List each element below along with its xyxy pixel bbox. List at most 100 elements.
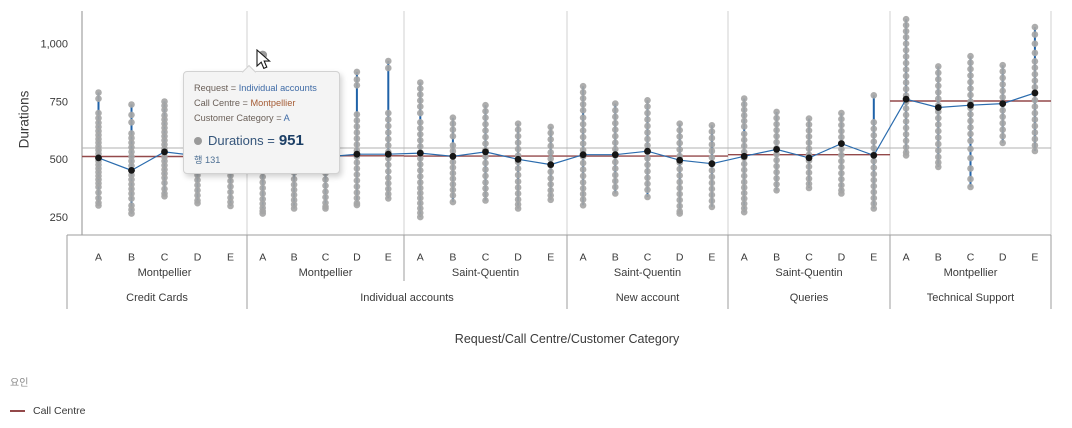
data-point[interactable] [740,95,748,102]
data-point[interactable] [353,129,361,136]
data-point[interactable] [999,81,1006,88]
data-point[interactable] [128,195,135,202]
data-point[interactable] [579,140,587,147]
data-point[interactable] [579,127,587,134]
data-point[interactable] [194,187,201,194]
data-point[interactable] [612,139,619,146]
data-point[interactable] [482,191,489,198]
panel-individual-accounts-saint-quentin[interactable]: A B C D E Saint-Quentin [404,79,567,279]
data-point[interactable] [838,109,845,117]
data-point[interactable] [612,126,619,133]
data-point[interactable] [740,166,748,174]
data-point[interactable] [514,145,522,153]
data-point[interactable] [935,114,942,122]
data-point[interactable] [740,160,748,168]
data-point[interactable] [838,133,845,141]
data-point[interactable] [612,190,619,197]
legend-item-call-centre[interactable]: Call Centre [10,405,86,417]
data-point[interactable] [353,82,361,89]
data-point[interactable] [612,113,619,121]
data-point[interactable] [417,137,424,144]
data-point[interactable] [128,190,135,197]
data-point[interactable] [514,171,522,179]
data-point[interactable] [644,122,651,130]
data-point[interactable] [514,139,522,146]
mean-dot[interactable] [353,150,361,158]
data-point[interactable] [740,208,748,216]
data-point[interactable] [1031,83,1039,91]
data-point[interactable] [902,72,910,80]
data-point[interactable] [449,120,457,127]
data-point[interactable] [676,126,683,134]
panel-queries-saint-quentin[interactable]: A B C D E Saint-Quentin [728,92,890,279]
data-point[interactable] [902,85,910,93]
data-point[interactable] [547,123,554,131]
data-point[interactable] [870,132,878,139]
data-point[interactable] [161,106,168,114]
data-point[interactable] [773,126,780,134]
data-point[interactable] [482,107,489,115]
data-point[interactable] [967,137,974,145]
data-point[interactable] [547,149,554,156]
data-point[interactable] [967,124,974,131]
data-point[interactable] [870,194,878,202]
data-point[interactable] [1031,129,1039,136]
data-point[interactable] [967,145,974,153]
data-point[interactable] [95,89,102,96]
data-point[interactable] [644,116,651,123]
data-point[interactable] [547,129,554,137]
data-point[interactable] [999,132,1006,140]
data-point[interactable] [417,85,424,92]
data-point[interactable] [902,152,910,159]
data-point[interactable] [805,184,813,192]
data-point[interactable] [514,190,522,197]
data-point[interactable] [805,133,813,140]
data-point[interactable] [1031,135,1039,143]
data-point[interactable] [259,179,267,186]
data-point[interactable] [902,111,910,119]
data-point[interactable] [514,184,522,191]
data-point[interactable] [773,138,780,146]
data-point[interactable] [935,163,942,171]
mean-dot[interactable] [579,151,587,159]
data-point[interactable] [353,123,361,130]
data-point[interactable] [967,183,974,191]
data-point[interactable] [612,158,619,166]
data-point[interactable] [417,103,424,110]
data-point[interactable] [128,101,135,108]
mean-dot[interactable] [482,148,489,156]
data-point[interactable] [708,167,716,174]
data-point[interactable] [514,126,522,133]
data-point[interactable] [805,163,813,170]
data-point[interactable] [482,114,489,121]
data-point[interactable] [95,183,102,191]
data-point[interactable] [579,202,587,209]
data-point[interactable] [870,138,878,145]
data-point[interactable] [385,57,392,65]
data-point[interactable] [449,164,457,171]
data-point[interactable] [482,101,489,109]
data-point[interactable] [259,184,267,192]
data-point[interactable] [290,196,298,204]
data-point[interactable] [579,101,587,108]
data-point[interactable] [838,157,845,165]
data-point[interactable] [838,163,845,171]
data-point[interactable] [417,79,424,86]
data-point[interactable] [128,144,135,151]
data-point[interactable] [579,89,587,96]
data-point[interactable] [161,185,168,193]
data-point[interactable] [644,109,651,117]
data-point[interactable] [353,177,361,184]
mean-dot[interactable] [128,167,135,174]
mean-dot[interactable] [449,152,457,160]
data-point[interactable] [870,182,878,190]
data-point[interactable] [773,181,780,188]
data-point[interactable] [194,192,201,199]
data-point[interactable] [967,111,974,118]
data-point[interactable] [805,169,813,176]
data-point[interactable] [935,127,942,135]
data-point[interactable] [385,174,392,182]
data-point[interactable] [740,123,748,130]
data-point[interactable] [740,189,748,197]
